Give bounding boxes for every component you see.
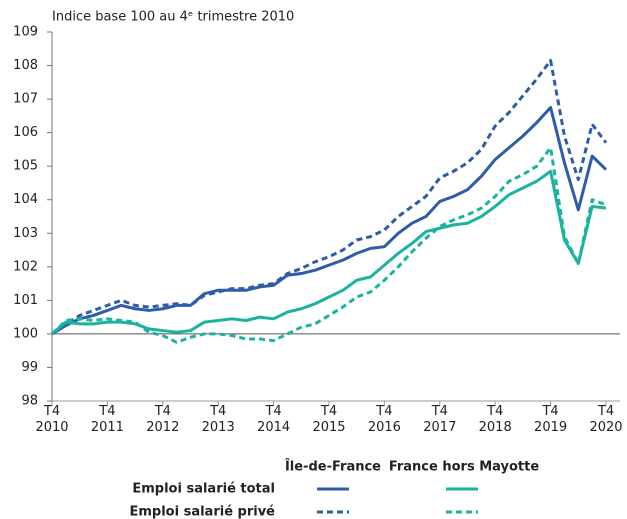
y-tick-label: 109 — [13, 25, 38, 40]
y-tick-label: 108 — [13, 58, 38, 73]
y-tick-label: 101 — [13, 293, 38, 308]
x-tick-label: T4 2012 — [146, 404, 180, 435]
y-tick-label: 100 — [13, 326, 38, 341]
x-tick-label: T4 2019 — [534, 404, 568, 435]
x-tick-label: T4 2013 — [201, 404, 235, 435]
x-tick-label: T4 2016 — [367, 404, 401, 435]
legend-column: Île-de-France — [285, 459, 381, 475]
chart-title: Indice base 100 au 4ᵉ trimestre 2010 — [52, 10, 294, 25]
x-tick-label: T4 2011 — [90, 404, 124, 435]
legend-row: Emploi salarié total — [132, 482, 275, 497]
y-tick-label: 104 — [13, 192, 38, 207]
y-tick-label: 105 — [13, 159, 38, 174]
y-tick-label: 102 — [13, 259, 38, 274]
data-line — [51, 169, 607, 336]
x-tick-label: T4 2015 — [312, 404, 346, 435]
x-tick-label: T4 2010 — [35, 404, 69, 435]
y-tick-label: 106 — [13, 125, 38, 140]
x-tick-label: T4 2020 — [589, 404, 623, 435]
x-tick-label: T4 2017 — [423, 404, 457, 435]
data-line — [50, 146, 607, 344]
data-line — [51, 59, 608, 336]
legend-row: Emploi salarié privé — [129, 505, 275, 519]
data-line — [51, 105, 608, 336]
y-tick-label: 103 — [13, 226, 38, 241]
x-tick-label: T4 2018 — [478, 404, 512, 435]
legend-column: France hors Mayotte — [389, 460, 540, 475]
x-tick-label: T4 2014 — [257, 404, 291, 435]
y-tick-label: 107 — [13, 92, 38, 107]
y-tick-label: 99 — [21, 360, 38, 375]
y-tick-label: 98 — [21, 394, 38, 409]
